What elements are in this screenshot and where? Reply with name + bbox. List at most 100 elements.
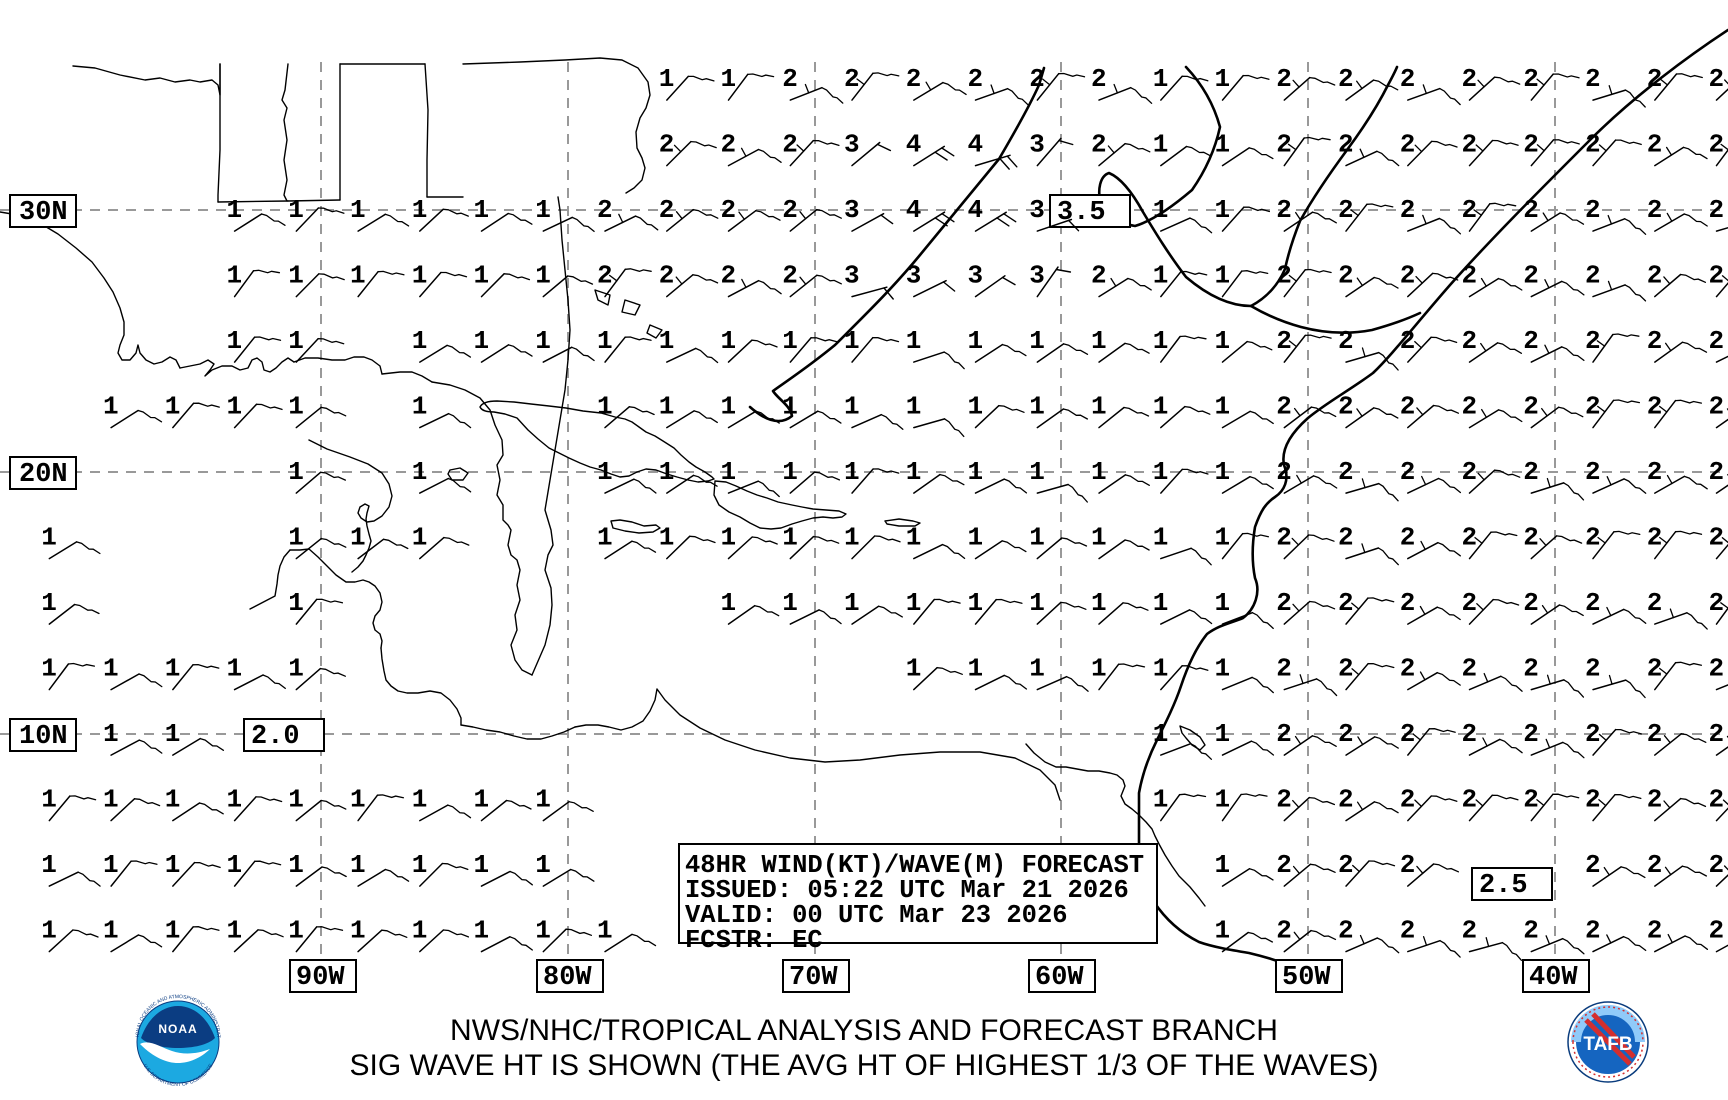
svg-text:2: 2 [1585,916,1601,946]
svg-text:2: 2 [1091,130,1107,160]
svg-text:1: 1 [288,261,304,291]
svg-text:2: 2 [906,64,922,94]
svg-text:1: 1 [288,392,304,422]
svg-text:2: 2 [1400,457,1416,487]
svg-text:2: 2 [1647,719,1663,749]
svg-text:1: 1 [41,916,57,946]
svg-text:1: 1 [659,326,675,356]
svg-text:2: 2 [1276,654,1292,684]
svg-text:1: 1 [1091,588,1107,618]
svg-text:1: 1 [906,588,922,618]
svg-text:2: 2 [1400,130,1416,160]
svg-text:2: 2 [1585,195,1601,225]
svg-text:1: 1 [227,785,243,815]
svg-text:2: 2 [1462,588,1478,618]
svg-text:1: 1 [41,588,57,618]
svg-text:1: 1 [535,850,551,880]
svg-text:1: 1 [227,392,243,422]
svg-text:3.5: 3.5 [1057,198,1106,228]
svg-text:1: 1 [1091,523,1107,553]
svg-text:2: 2 [1585,588,1601,618]
svg-text:2: 2 [1338,916,1354,946]
svg-text:1: 1 [288,326,304,356]
svg-text:NOAA: NOAA [158,1022,197,1036]
svg-text:1: 1 [103,719,119,749]
svg-text:3: 3 [1029,130,1045,160]
svg-text:40W: 40W [1529,963,1578,993]
svg-text:10N: 10N [19,722,68,752]
svg-text:1: 1 [412,523,428,553]
svg-text:FCSTR: EC: FCSTR: EC [685,926,823,955]
svg-text:1: 1 [103,654,119,684]
svg-text:3: 3 [844,261,860,291]
svg-text:1: 1 [412,326,428,356]
svg-text:2: 2 [721,130,737,160]
svg-text:1: 1 [165,916,181,946]
svg-text:2: 2 [1091,261,1107,291]
svg-text:1: 1 [782,588,798,618]
svg-text:1: 1 [844,457,860,487]
svg-text:2: 2 [1647,130,1663,160]
svg-text:2: 2 [1647,195,1663,225]
svg-text:2: 2 [1400,523,1416,553]
svg-text:1: 1 [350,523,366,553]
svg-text:1: 1 [968,654,984,684]
svg-text:2: 2 [1338,64,1354,94]
svg-text:2: 2 [1647,588,1663,618]
svg-text:2: 2 [1091,64,1107,94]
svg-text:1: 1 [597,523,613,553]
svg-text:1: 1 [1153,785,1169,815]
svg-text:30N: 30N [19,198,68,228]
svg-text:4: 4 [906,195,922,225]
svg-text:2: 2 [1276,588,1292,618]
svg-text:2: 2 [1709,785,1725,815]
svg-text:60W: 60W [1035,963,1084,993]
svg-text:1: 1 [1153,64,1169,94]
svg-text:1: 1 [659,523,675,553]
svg-text:1: 1 [1153,130,1169,160]
svg-text:1: 1 [1215,588,1231,618]
svg-text:1: 1 [412,261,428,291]
svg-text:3: 3 [1029,261,1045,291]
svg-text:2: 2 [1338,785,1354,815]
svg-text:2: 2 [1709,916,1725,946]
svg-text:70W: 70W [789,963,838,993]
svg-text:1: 1 [1215,785,1231,815]
svg-text:1: 1 [535,261,551,291]
svg-text:1: 1 [721,588,737,618]
svg-text:1: 1 [1215,850,1231,880]
svg-text:1: 1 [1153,719,1169,749]
svg-text:1: 1 [350,916,366,946]
svg-text:1: 1 [474,326,490,356]
svg-text:2: 2 [1523,261,1539,291]
svg-text:1: 1 [1215,130,1231,160]
svg-text:1: 1 [412,392,428,422]
svg-text:1: 1 [1029,523,1045,553]
svg-text:1: 1 [227,261,243,291]
svg-text:1: 1 [350,785,366,815]
svg-text:2: 2 [1400,195,1416,225]
svg-text:2: 2 [1647,261,1663,291]
svg-text:80W: 80W [543,963,592,993]
svg-text:1: 1 [350,195,366,225]
svg-text:1: 1 [41,523,57,553]
svg-text:2: 2 [1709,654,1725,684]
svg-text:1: 1 [103,785,119,815]
svg-text:1: 1 [41,785,57,815]
svg-text:1: 1 [103,850,119,880]
svg-text:2: 2 [1585,457,1601,487]
svg-text:2: 2 [1523,523,1539,553]
svg-text:3: 3 [844,130,860,160]
svg-text:1: 1 [968,523,984,553]
svg-text:2: 2 [1709,64,1725,94]
svg-text:2: 2 [1400,261,1416,291]
svg-text:2: 2 [1338,392,1354,422]
svg-text:1: 1 [474,195,490,225]
svg-text:1: 1 [1215,916,1231,946]
svg-text:2: 2 [659,130,675,160]
svg-text:1: 1 [906,654,922,684]
svg-text:1: 1 [1153,588,1169,618]
svg-text:2: 2 [968,64,984,94]
svg-text:2: 2 [782,261,798,291]
svg-text:2: 2 [1276,719,1292,749]
